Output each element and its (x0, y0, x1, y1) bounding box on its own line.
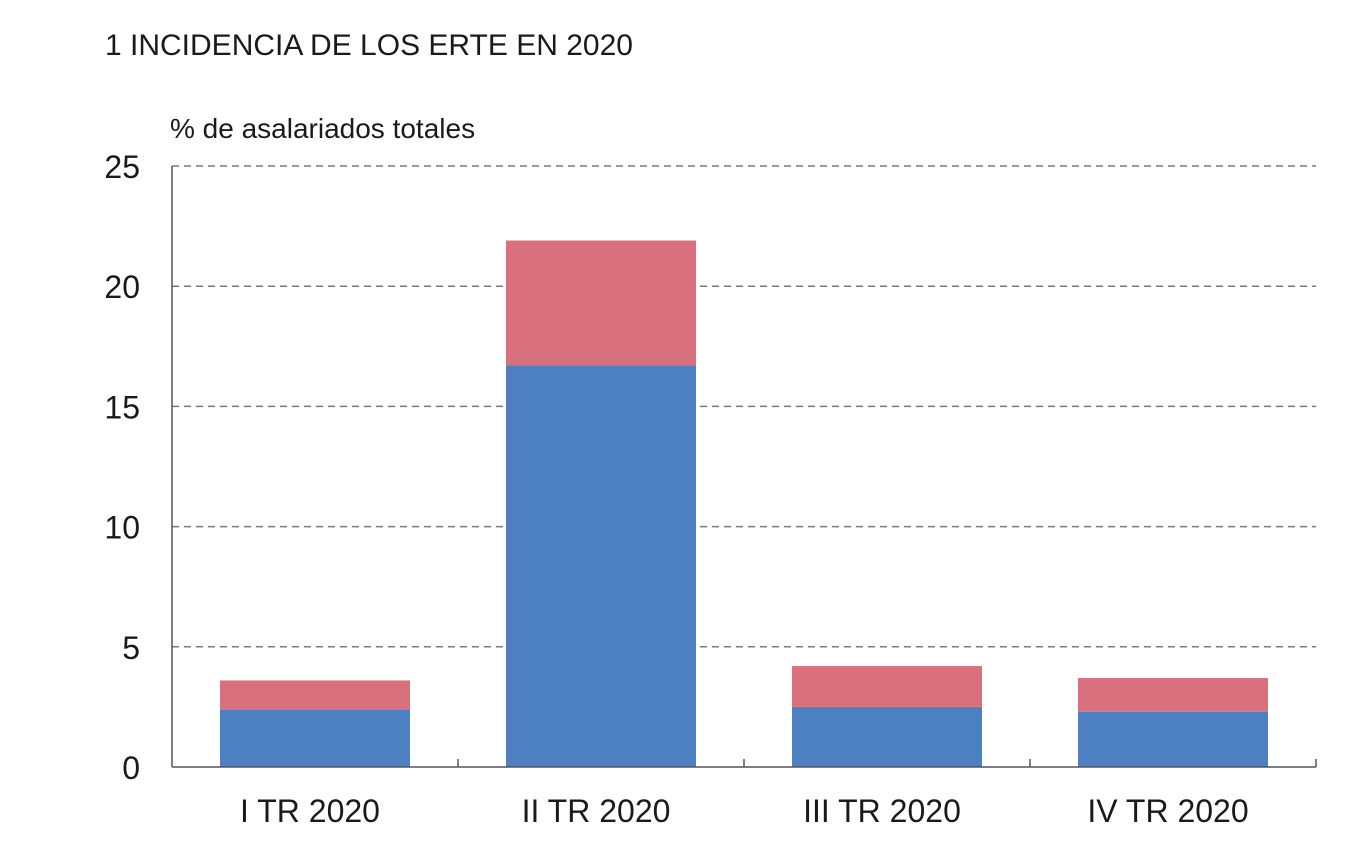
y-tick-label-10: 10 (104, 510, 140, 546)
x-tick-label-1: I TR 2020 (240, 793, 380, 829)
bar-2-segment-1 (506, 365, 696, 767)
grid-lines (172, 165, 1316, 648)
x-tick-labels: I TR 2020 II TR 2020 III TR 2020 IV TR 2020 (240, 793, 1249, 829)
x-tick-label-3: III TR 2020 (803, 793, 961, 829)
y-axis-label: % de asalariados totales (170, 113, 475, 144)
bar-4-segment-2 (1078, 678, 1268, 712)
y-tick-label-5: 5 (122, 630, 140, 666)
x-tick-label-4: IV TR 2020 (1087, 793, 1248, 829)
chart-title: 1 INCIDENCIA DE LOS ERTE EN 2020 (105, 29, 633, 62)
x-tick-label-2: II TR 2020 (522, 793, 671, 829)
y-tick-label-20: 20 (104, 269, 140, 305)
bar-3-segment-2 (792, 666, 982, 707)
y-tick-labels: 0 5 10 15 20 25 (104, 149, 140, 786)
bar-1-segment-1 (220, 709, 410, 767)
bar-1-segment-2 (220, 680, 410, 710)
bars (220, 240, 1268, 767)
axes (171, 166, 1317, 768)
bar-3-segment-1 (792, 706, 982, 767)
y-tick-label-15: 15 (104, 389, 140, 425)
bar-2-segment-2 (506, 240, 696, 366)
bar-4-segment-1 (1078, 711, 1268, 767)
y-tick-label-0: 0 (122, 750, 140, 786)
y-tick-label-25: 25 (104, 149, 140, 185)
